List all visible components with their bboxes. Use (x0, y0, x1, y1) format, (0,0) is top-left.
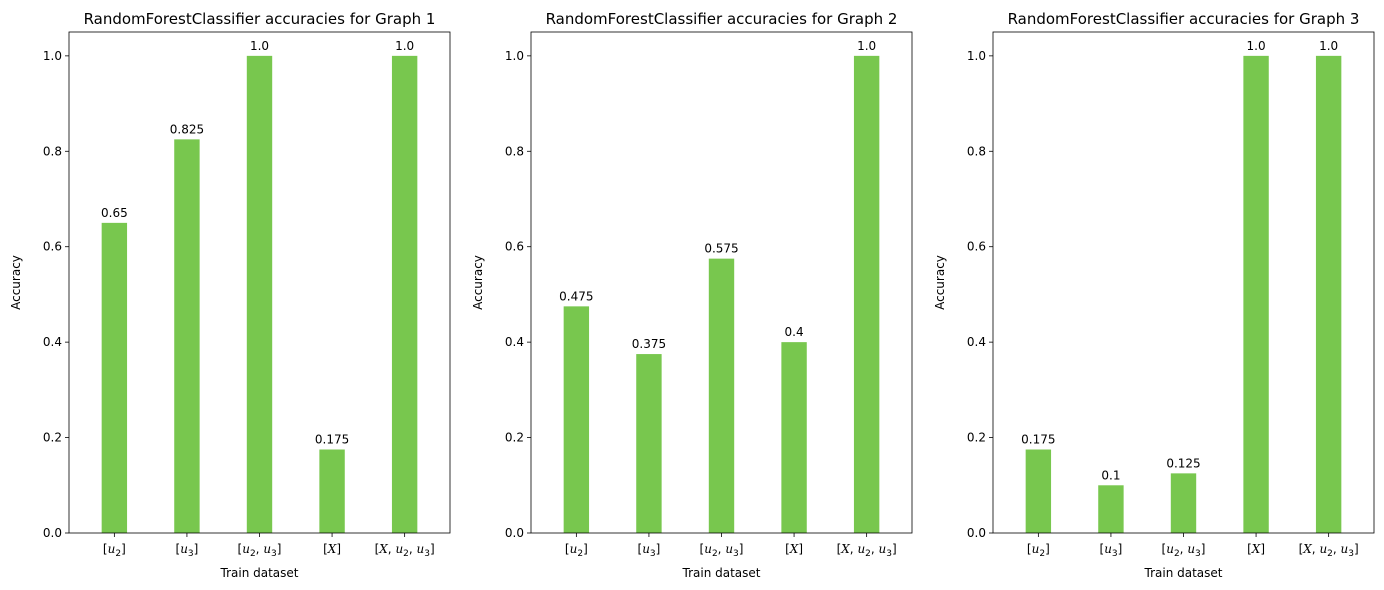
bar (563, 306, 590, 533)
axes-frame (530, 31, 913, 534)
y-tick-label: 1.0 (967, 49, 986, 63)
y-tick-label: 0.2 (43, 431, 62, 445)
x-axis-label: Train dataset (1144, 566, 1223, 580)
bar (101, 222, 128, 534)
bar-value-label: 0.825 (170, 122, 204, 136)
bar (636, 354, 662, 533)
axes-frame (992, 31, 1375, 534)
bar (1315, 55, 1342, 534)
bar (246, 55, 273, 534)
x-tick-label: [X, u2​, u3​] (375, 542, 435, 559)
bar-value-label: 1.0 (1319, 39, 1338, 53)
y-tick-label: 1.0 (43, 49, 62, 63)
x-tick-label: [u3​] (638, 542, 661, 559)
bar (1025, 449, 1052, 533)
bar-value-label: 0.475 (559, 289, 593, 303)
y-tick-label: 0.0 (967, 526, 986, 540)
x-tick-label: [u2​, u3​] (238, 542, 282, 559)
y-tick-label: 0.6 (505, 240, 524, 254)
y-tick-label: 0.0 (505, 526, 524, 540)
bar (174, 139, 200, 534)
subplot-1: 0.65 [u2​] 0.825 [u3​] 1.0 [u2​, u3​] 0.175 [X]… (9, 10, 451, 580)
x-tick-label: [X] (1247, 542, 1265, 556)
bar-value-label: 0.65 (101, 206, 128, 220)
x-tick-label: [u3​] (176, 542, 199, 559)
x-tick-label: [X] (785, 542, 803, 556)
x-tick-label: [X, u2​, u3​] (1299, 542, 1359, 559)
y-axis-label: Accuracy (933, 255, 947, 310)
x-tick-label: [u2​] (103, 542, 126, 559)
bar-value-label: 1.0 (250, 39, 269, 53)
axes-frame (68, 31, 451, 534)
chart-title: RandomForestClassifier accuracies for Gr… (1008, 10, 1360, 28)
chart-title: RandomForestClassifier accuracies for Gr… (546, 10, 898, 28)
bar-value-label: 0.1 (1101, 468, 1120, 482)
x-tick-label: [u3​] (1100, 542, 1123, 559)
y-tick-label: 1.0 (505, 49, 524, 63)
bar-value-label: 0.4 (785, 325, 804, 339)
x-tick-label: [u2​] (565, 542, 588, 559)
y-axis-label: Accuracy (471, 255, 485, 310)
bar (1098, 485, 1124, 533)
y-tick-label: 0.0 (43, 526, 62, 540)
y-tick-label: 0.6 (43, 240, 62, 254)
bar-value-label: 0.375 (632, 337, 666, 351)
bar-value-label: 0.175 (315, 433, 349, 447)
bar-value-label: 1.0 (1247, 39, 1266, 53)
y-tick-label: 0.4 (505, 335, 524, 349)
x-tick-label: [X, u2​, u3​] (837, 542, 897, 559)
chart-title: RandomForestClassifier accuracies for Gr… (84, 10, 436, 28)
bar (708, 258, 735, 533)
subplot-2: 0.475 [u2​] 0.375 [u3​] 0.575 [u2​, u3​] 0.4 [X… (471, 10, 913, 580)
bar-value-label: 0.575 (704, 242, 738, 256)
y-tick-label: 0.8 (967, 144, 986, 158)
bar (1243, 55, 1269, 534)
x-tick-label: [u2​, u3​] (1162, 542, 1206, 559)
y-tick-label: 0.4 (967, 335, 986, 349)
bar-value-label: 1.0 (395, 39, 414, 53)
bar-value-label: 1.0 (857, 39, 876, 53)
x-axis-label: Train dataset (220, 566, 299, 580)
bar (853, 55, 880, 534)
bar (391, 55, 418, 534)
x-tick-label: [u2​, u3​] (700, 542, 744, 559)
bar (781, 342, 807, 533)
bar (1170, 473, 1197, 533)
y-tick-label: 0.2 (967, 431, 986, 445)
x-tick-label: [X] (323, 542, 341, 556)
y-tick-label: 0.4 (43, 335, 62, 349)
subplot-3: 0.175 [u2​] 0.1 [u3​] 0.125 [u2​, u3​] 1.0 [X] 1… (933, 10, 1375, 580)
y-axis-label: Accuracy (9, 255, 23, 310)
y-tick-label: 0.2 (505, 431, 524, 445)
y-tick-label: 0.8 (43, 144, 62, 158)
y-tick-label: 0.6 (967, 240, 986, 254)
x-axis-label: Train dataset (682, 566, 761, 580)
y-tick-label: 0.8 (505, 144, 524, 158)
bar (319, 449, 345, 533)
bar-value-label: 0.175 (1021, 433, 1055, 447)
bar-value-label: 0.125 (1166, 456, 1200, 470)
x-tick-label: [u2​] (1027, 542, 1050, 559)
